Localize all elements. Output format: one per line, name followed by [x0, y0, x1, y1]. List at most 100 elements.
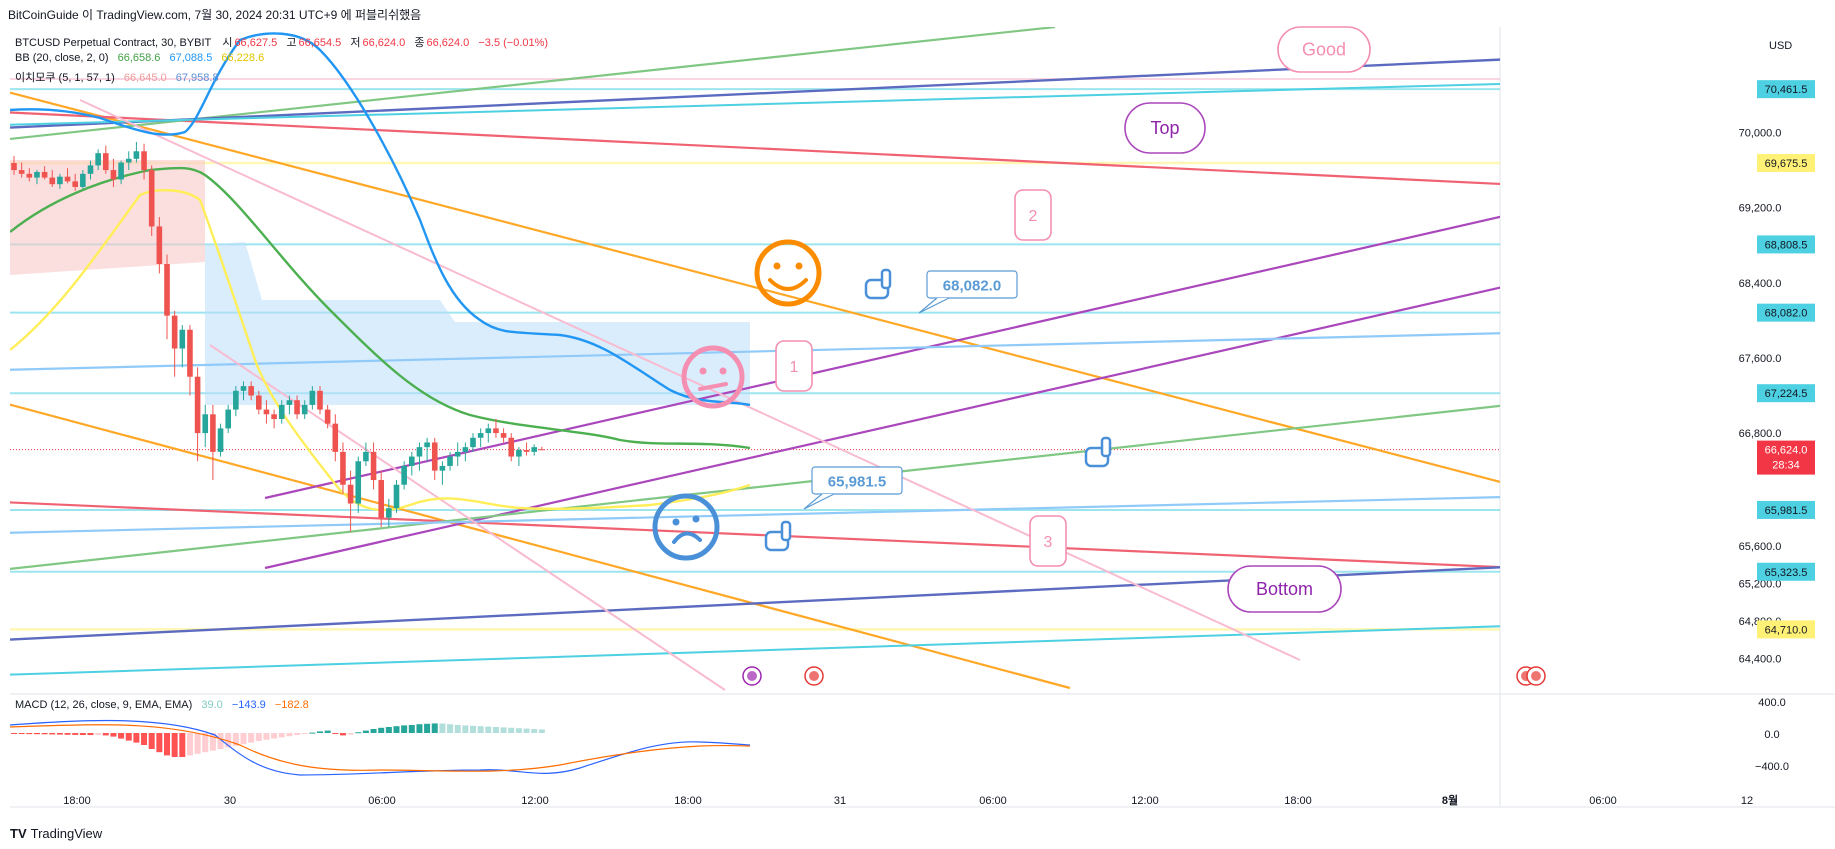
brand-name: TradingView	[30, 826, 103, 841]
candle-body-16	[133, 151, 140, 159]
macd-bar-34	[271, 733, 278, 739]
macd-bar-47	[370, 729, 377, 733]
price-tick-2: 68,400.0	[1739, 278, 1782, 290]
legend-macd-row[interactable]: MACD (12, 26, close, 9, EMA, EMA) 39.0 −…	[15, 699, 311, 711]
macd-bar-14	[118, 733, 125, 739]
time-tick-5: 31	[834, 795, 846, 807]
candle-body-32	[256, 395, 262, 410]
trendline-11	[10, 625, 1500, 676]
macd-bar-28	[225, 733, 232, 748]
candle-body-2	[26, 173, 33, 178]
candle-body-66	[516, 449, 522, 457]
candle-body-8	[72, 181, 78, 187]
macd-bar-18	[148, 733, 155, 749]
annotation-2-box	[1014, 189, 1052, 241]
legend-high: 66,654.5	[298, 37, 342, 49]
price-level-label-1: 69,675.5	[1765, 158, 1808, 170]
macd-bar-48	[378, 727, 385, 733]
candle-body-6	[57, 176, 63, 185]
macd-bar-60	[470, 725, 476, 733]
macd-bar-64	[500, 727, 507, 733]
tradingview-logo[interactable]: TV TradingView	[10, 826, 102, 841]
trendline-3	[10, 501, 1500, 569]
smile-face-icon-eye-0	[773, 262, 781, 270]
candle-body-41	[324, 409, 331, 424]
time-tick-6: 06:00	[979, 795, 1007, 807]
macd-bar-46	[362, 730, 369, 733]
price-tick-4: 66,800.0	[1739, 428, 1782, 440]
candle-body-31	[248, 386, 254, 396]
macd-bar-41	[324, 730, 331, 733]
candle-body-57	[447, 456, 453, 466]
macd-bar-59	[462, 725, 469, 733]
trendline-14	[79, 99, 1301, 661]
macd-bar-52	[408, 725, 415, 733]
time-tick-4: 18:00	[674, 795, 702, 807]
legend-macd-label: MACD (12, 26, close, 9, EMA, EMA)	[15, 699, 193, 711]
macd-bar-4	[41, 733, 48, 735]
candle-body-12	[103, 153, 109, 171]
macd-bar-49	[385, 727, 392, 733]
legend-close-label: 종	[414, 37, 425, 49]
macd-bar-33	[263, 733, 270, 740]
macd-bar-37	[294, 733, 301, 735]
legend-low-label: 저	[350, 37, 361, 49]
neutral-face-icon	[681, 345, 745, 409]
annotation-bottom-text: Bottom	[1256, 579, 1313, 599]
price-level-label-0: 70,461.5	[1765, 84, 1808, 96]
candle-body-25	[202, 414, 209, 434]
macd-bar-17	[141, 733, 148, 745]
macd-bar-9	[79, 733, 86, 735]
trendline-12	[10, 332, 1500, 371]
macd-tick-0: 400.0	[1758, 697, 1786, 709]
callout-lower-text: 65,981.5	[828, 474, 886, 491]
candle-body-20	[164, 264, 170, 316]
confused-face-icon-eye-1	[692, 515, 700, 523]
legend-bb-row[interactable]: BB (20, close, 2, 0) 66,658.6 67,088.5 6…	[15, 52, 266, 64]
candle-body-5	[49, 177, 56, 185]
candle-body-58	[454, 451, 461, 457]
candle-body-60	[470, 437, 476, 448]
legend-open: 66,627.5	[234, 37, 278, 49]
annotations[interactable]: Good Top Bottom 2 1 3 68,082.0 65,981.5	[652, 26, 1546, 686]
time-tick-9: 8월	[1442, 793, 1458, 807]
candle-body-54	[424, 442, 430, 448]
macd-bar-45	[355, 732, 362, 734]
candle-body-39	[309, 390, 316, 405]
macd-bar-19	[156, 733, 163, 753]
macd-bar-65	[508, 727, 515, 733]
macd-bar-6	[56, 733, 63, 735]
event-lightning-icon-dot	[747, 671, 757, 681]
candle-body-23	[187, 329, 193, 377]
candle-body-15	[125, 158, 132, 163]
candle-body-3	[34, 171, 40, 178]
pointing-hand-upper-icon-finger	[880, 268, 892, 290]
price-tick-0: 70,000.0	[1739, 128, 1782, 140]
annotation-top-bubble	[1124, 102, 1206, 154]
candle-body-65	[508, 437, 515, 457]
pane-structure	[10, 27, 1835, 808]
macd-bar-5	[49, 733, 56, 735]
price-level-box-4	[1757, 384, 1815, 403]
legend-low: 66,624.0	[362, 37, 406, 49]
trendline-13	[10, 496, 1500, 534]
macd-bar-51	[401, 725, 408, 733]
price-level-label-6: 65,323.5	[1765, 567, 1808, 579]
currency-label[interactable]: USD	[1769, 40, 1793, 52]
bb-upper-line	[10, 32, 751, 407]
price-tick-8: 64,400.0	[1739, 654, 1782, 666]
candle-body-27	[217, 428, 224, 452]
annotation-3-text: 3	[1044, 534, 1053, 551]
confused-face-icon-eye-0	[672, 518, 680, 526]
macd-bar-56	[439, 723, 446, 733]
publisher-text: BitCoinGuide 이 TradingView.com, 7월 30, 2…	[8, 8, 422, 22]
price-level-box-7	[1757, 620, 1815, 639]
legend-ichimoku-row[interactable]: 이치모쿠 (5, 1, 57, 1) 66,645.0 67,958.8	[15, 69, 221, 85]
candle-body-40	[317, 390, 323, 410]
candle-body-56	[439, 465, 446, 471]
candle-body-9	[80, 173, 86, 187]
macd-bar-66	[515, 728, 522, 733]
candle-body-55	[431, 442, 438, 471]
macd-tick-1: 0.0	[1764, 729, 1779, 741]
